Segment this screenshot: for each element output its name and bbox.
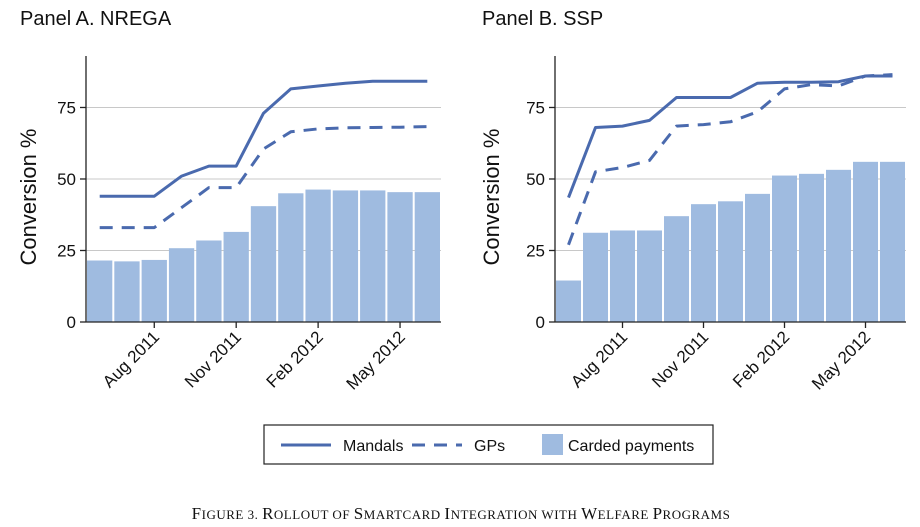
panel-b-ytick-label-50: 50: [526, 170, 545, 189]
panel-b-bar-9: [772, 175, 797, 322]
legend-mandals-label: Mandals: [343, 438, 403, 455]
panel-a-ytick-label-25: 25: [57, 241, 76, 260]
panel-b-bar-8: [745, 193, 770, 322]
panel-b-bar-5: [664, 216, 689, 322]
panel-b-xtick-label-3: Feb 2012: [729, 327, 793, 391]
panel-b-bar-6: [691, 204, 716, 322]
panel-b-ytick-label-75: 75: [526, 98, 545, 117]
panel-a-bar-13: [414, 192, 440, 322]
legend-gps-label: GPs: [474, 438, 505, 455]
panel-a-bar-4: [168, 248, 195, 322]
panel-b-bar-1: [556, 280, 581, 322]
panel-a-bar-2: [114, 261, 140, 322]
panel-b-xtick-label-2: Nov 2011: [648, 327, 712, 391]
panel-b-ylabel: Conversion %: [479, 129, 504, 266]
panel-b-xtick-label-1: Aug 2011: [567, 327, 631, 391]
panel-b-bar-7: [718, 201, 743, 322]
panel-b-mandals-line: [567, 74, 893, 199]
panel-a-nrega: Panel A. NREGA Conversion % 0 25 50 75 Aug 201…: [16, 8, 441, 394]
panel-b-bar-4: [637, 230, 662, 322]
panel-a-bar-7: [250, 206, 277, 322]
panel-a-bar-12: [387, 192, 413, 322]
legend: Mandals GPs Carded payments: [263, 424, 714, 465]
panel-a-ytick-label-0: 0: [67, 313, 76, 332]
panel-a-gps-line: [99, 125, 428, 230]
panel-a-xtick-label-3: Feb 2012: [263, 327, 327, 391]
panel-a-bar-11: [360, 190, 386, 322]
panel-a-xtick-label-1: Aug 2011: [99, 327, 163, 391]
panel-b-ssp: Panel B. SSP Conversion % 0 25 50 75 Aug 2011 N…: [479, 8, 906, 394]
panel-a-ylabel: Conversion %: [16, 129, 41, 266]
panel-a-mandals-line: [99, 79, 428, 198]
panel-a-bar-9: [305, 189, 331, 322]
legend-carded-label: Carded payments: [568, 438, 694, 455]
panel-a-xtick-label-4: May 2012: [343, 327, 409, 393]
panel-a-bar-5: [196, 240, 222, 322]
panel-a-ytick-label-75: 75: [57, 98, 76, 117]
panel-a-ytick-label-50: 50: [57, 170, 76, 189]
panel-b-gps-line: [567, 73, 893, 246]
panel-b-bar-2: [583, 232, 608, 322]
figure-caption: FIGURE 3. ROLLOUT OF SMARTCARD INTEGRATI…: [192, 504, 731, 523]
panel-b-title: Panel B. SSP: [482, 8, 603, 30]
panel-b-bar-10: [799, 173, 824, 322]
panel-a-xtick-label-2: Nov 2011: [181, 327, 245, 391]
panel-a-bar-3: [141, 259, 167, 322]
panel-a-title: Panel A. NREGA: [20, 8, 172, 30]
panel-a-bar-10: [332, 190, 359, 322]
panel-a-bar-6: [223, 231, 249, 322]
panel-b-xtick-label-4: May 2012: [808, 327, 874, 393]
panel-b-bar-3: [610, 230, 635, 322]
panel-b-bar-12: [853, 161, 878, 322]
panel-b-bar-13: [880, 161, 905, 322]
legend-carded-swatch: [542, 434, 563, 455]
panel-b-bar-11: [826, 169, 851, 322]
panel-a-bar-1: [87, 260, 113, 322]
panel-b-ytick-label-25: 25: [526, 241, 545, 260]
panel-a-bar-8: [278, 193, 304, 322]
panel-b-ytick-label-0: 0: [536, 313, 545, 332]
legend-box: [263, 424, 714, 465]
